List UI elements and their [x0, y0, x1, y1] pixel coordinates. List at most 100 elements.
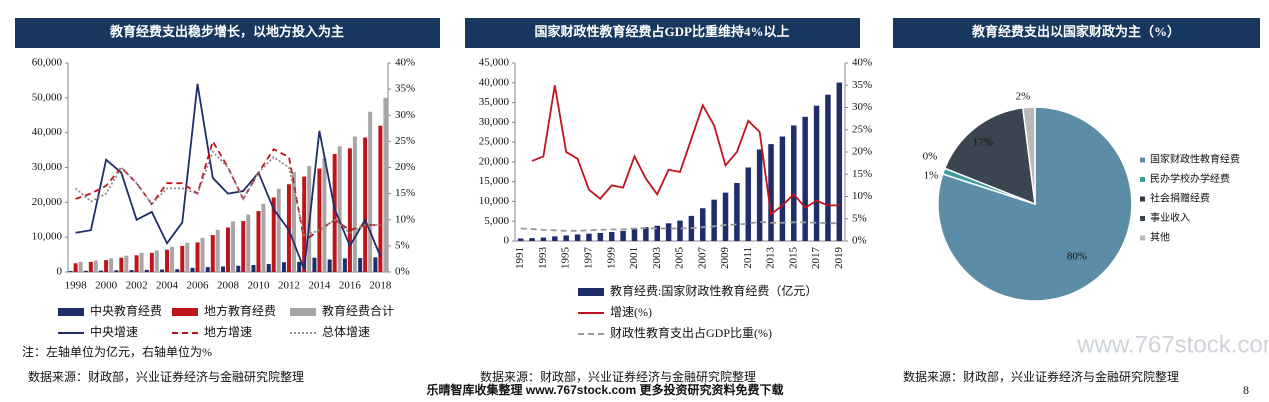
bar: [114, 270, 119, 272]
legend-swatch: [58, 308, 84, 316]
bar: [745, 167, 752, 241]
bar: [529, 238, 535, 241]
x-tick-label: 2011: [742, 247, 754, 269]
x-tick-label: 2003: [651, 247, 663, 270]
y-tick-label: 5,000: [484, 215, 509, 227]
y2-tick-label: 5%: [852, 212, 867, 224]
bar: [160, 269, 165, 272]
y2-tick-label: 40%: [852, 57, 872, 69]
pie-slice: [1021, 106, 1036, 205]
x-tick-label: 2019: [833, 247, 845, 270]
bar: [291, 172, 296, 272]
y-tick-label: 50,000: [32, 91, 63, 103]
bar: [180, 245, 185, 272]
legend-swatch: [1140, 216, 1145, 221]
x-tick-label: 2002: [126, 280, 148, 292]
x-tick-label: 2006: [187, 280, 210, 292]
pie-slice: [937, 106, 1133, 302]
bar: [261, 203, 266, 272]
bar: [813, 105, 820, 241]
bar: [317, 168, 322, 272]
legend-swatch: [290, 308, 316, 316]
bar: [378, 125, 383, 272]
bar: [540, 237, 547, 241]
bar: [129, 270, 134, 272]
bar: [620, 230, 626, 241]
legend-label: 地方增速: [204, 324, 252, 339]
legend-label: 中央教育经费: [90, 303, 162, 318]
x-tick-label: 1995: [560, 247, 572, 270]
bar: [825, 94, 831, 242]
bar: [215, 229, 220, 272]
legend-label: 其他: [1150, 230, 1170, 243]
x-tick-label: 2018: [369, 280, 392, 292]
legend-swatch: [578, 288, 604, 296]
bar: [104, 260, 109, 272]
legend-swatch: [1140, 157, 1145, 163]
y2-tick-label: 15%: [852, 168, 872, 180]
bar: [373, 257, 378, 272]
bar: [779, 136, 786, 241]
legend-label: 教育经费:国家财政性教育经费（亿元）: [610, 283, 817, 298]
x-tick-label: 2016: [339, 280, 362, 292]
bar: [266, 263, 271, 272]
bar: [139, 252, 144, 272]
legend-label: 增速(%): [610, 305, 652, 319]
bar: [700, 208, 706, 241]
x-tick-label: 2017: [810, 247, 822, 270]
y2-tick-label: 20%: [852, 146, 872, 158]
legend-swatch: [1140, 235, 1145, 241]
bar: [768, 144, 774, 241]
bar: [677, 220, 683, 241]
bar: [608, 231, 615, 241]
bar: [175, 269, 180, 272]
legend-label: 教育经费合计: [322, 303, 394, 318]
legend-label: 地方教育经费: [204, 303, 276, 318]
y2-tick-label: 20%: [395, 161, 415, 173]
y2-tick-label: 15%: [395, 187, 415, 199]
line: [520, 220, 840, 232]
bar: [119, 257, 124, 272]
y2-tick-label: 10%: [852, 190, 872, 202]
bar: [342, 258, 347, 272]
bar: [205, 267, 210, 272]
legend-label: 财政性教育支出占GDP比重(%): [610, 325, 772, 340]
bar: [665, 223, 672, 241]
bar: [88, 261, 93, 272]
x-tick-label: 1998: [65, 280, 88, 292]
bar: [631, 228, 638, 241]
bar: [722, 192, 729, 241]
bar: [68, 270, 73, 272]
y-tick-label: 60,000: [32, 57, 63, 69]
bar: [83, 270, 88, 272]
legend-swatch: [1140, 196, 1145, 202]
x-tick-label: 2015: [787, 247, 799, 270]
bar: [586, 233, 592, 241]
bar: [170, 246, 175, 272]
header-bar: [893, 18, 1260, 48]
x-tick-label: 1999: [605, 247, 617, 270]
bar: [165, 249, 170, 272]
bar: [154, 250, 159, 272]
bar: [297, 261, 302, 272]
pie-slice: [943, 106, 1036, 206]
y2-tick-label: 35%: [395, 83, 415, 95]
x-tick-label: 1997: [582, 247, 594, 270]
bar: [93, 260, 98, 272]
bar: [711, 199, 717, 241]
bar: [322, 157, 327, 272]
bar: [221, 266, 225, 272]
bar: [352, 136, 357, 272]
bar: [78, 261, 83, 272]
line: [531, 85, 840, 216]
chart-title: 国家财政性教育经费占GDP比重维持4%以上: [535, 24, 790, 39]
y-tick-label: 0: [57, 266, 63, 278]
y-tick-label: 20,000: [32, 196, 63, 208]
y2-tick-label: 0%: [395, 266, 410, 278]
bar: [276, 188, 281, 272]
y-tick-label: 35,000: [479, 96, 510, 108]
bar: [363, 137, 368, 272]
legend-label: 民办学校办学经费: [1150, 172, 1230, 185]
y2-tick-label: 25%: [395, 135, 415, 147]
